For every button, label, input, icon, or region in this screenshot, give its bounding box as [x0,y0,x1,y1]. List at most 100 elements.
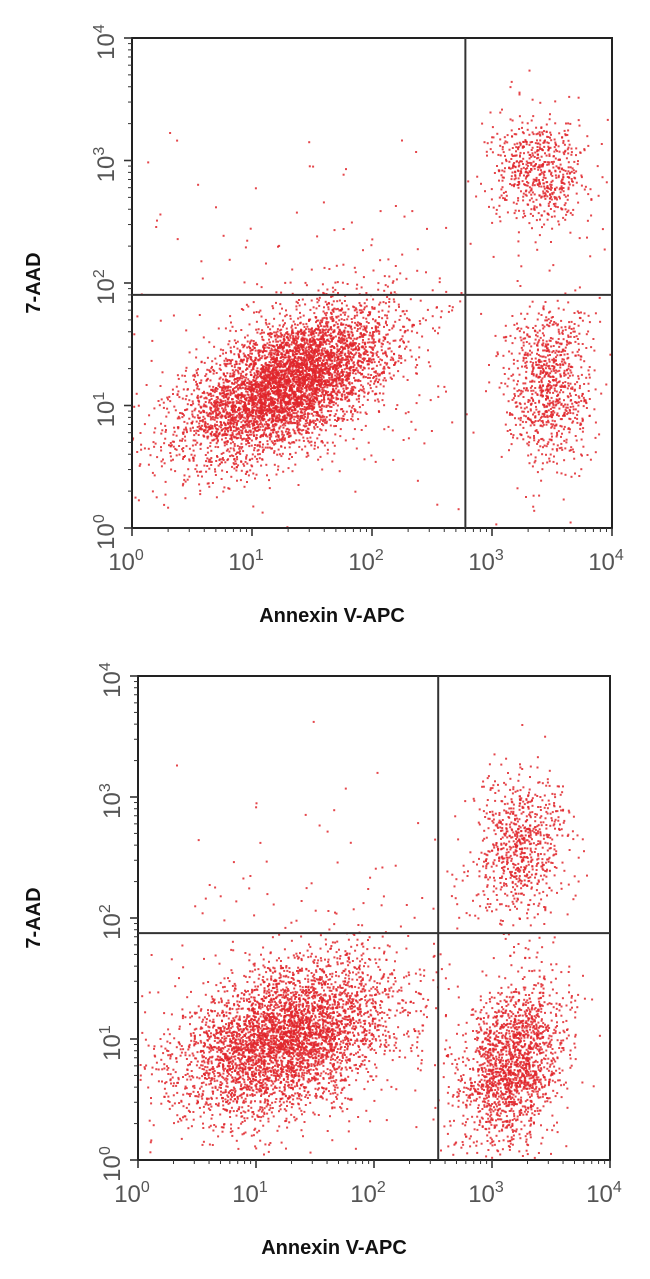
data-point [311,390,314,393]
data-point [353,376,356,379]
data-point [248,410,251,413]
data-point [338,417,341,420]
data-point [148,414,151,417]
data-point [269,402,272,405]
data-point [304,445,307,448]
data-point [218,425,221,428]
data-point [217,439,219,442]
data-point [349,358,352,361]
data-point [263,331,265,334]
data-point [199,419,202,422]
data-point [296,422,299,425]
data-point [352,305,355,308]
data-point [293,412,296,415]
data-point [251,384,254,387]
data-point [209,432,212,435]
data-point [169,442,172,444]
data-point [333,385,336,387]
data-point [289,336,292,339]
data-point [195,383,198,386]
data-point [273,371,276,374]
data-point [306,361,308,364]
data-point [320,395,323,397]
data-point [236,380,239,383]
data-point [229,386,232,389]
data-point [223,444,226,447]
data-point [311,358,314,361]
data-point [226,403,229,406]
data-point [314,401,317,404]
data-point [311,344,314,346]
data-point [351,391,353,394]
data-point [374,329,377,332]
data-point [172,445,175,448]
data-point [212,368,215,371]
data-point [163,442,166,445]
data-point [215,398,218,401]
data-point [271,420,274,423]
data-point [394,309,397,312]
data-point [218,392,221,395]
data-point [224,387,227,390]
data-point [248,442,251,445]
data-point [208,401,210,404]
data-point [285,407,288,409]
data-point [231,406,234,409]
data-point [215,431,218,433]
data-point [240,392,243,394]
data-point [260,412,263,415]
data-point [283,333,286,336]
data-point [311,377,314,380]
data-point [215,428,218,430]
data-point [284,437,286,440]
data-point [252,403,255,406]
data-point [204,429,207,432]
data-point [265,368,268,371]
data-point [184,455,186,458]
data-point [325,390,328,393]
data-point [313,444,316,447]
data-point [269,388,272,391]
data-point [325,328,328,331]
data-point [290,326,293,329]
data-point [323,385,326,388]
data-point [299,398,302,401]
data-point [262,370,265,373]
data-point [259,421,262,424]
data-point [282,438,285,441]
data-point [230,475,233,478]
data-point [276,328,279,331]
data-point [183,374,186,377]
data-point [153,431,156,434]
data-point [369,360,372,363]
data-point [416,331,419,334]
data-point [305,341,308,344]
data-point [327,404,330,407]
data-point [245,415,248,418]
data-point [332,336,335,339]
data-point [297,364,300,367]
data-point [215,496,218,499]
data-point [370,361,373,364]
data-point [330,352,333,355]
data-point [268,417,271,420]
data-point [374,325,377,328]
data-point [239,418,242,420]
data-point [226,379,229,381]
data-point [264,386,267,389]
data-point [300,403,303,406]
data-point [385,354,388,357]
data-point [336,323,339,326]
data-point [362,387,365,390]
data-point [342,387,345,390]
data-point [284,424,287,427]
data-point [419,322,422,325]
data-point [273,440,276,443]
data-point [329,405,332,408]
data-point [349,366,352,369]
data-point [370,374,373,376]
data-point [317,380,320,383]
data-point [197,430,200,432]
data-point [302,350,305,353]
data-point [293,373,296,376]
